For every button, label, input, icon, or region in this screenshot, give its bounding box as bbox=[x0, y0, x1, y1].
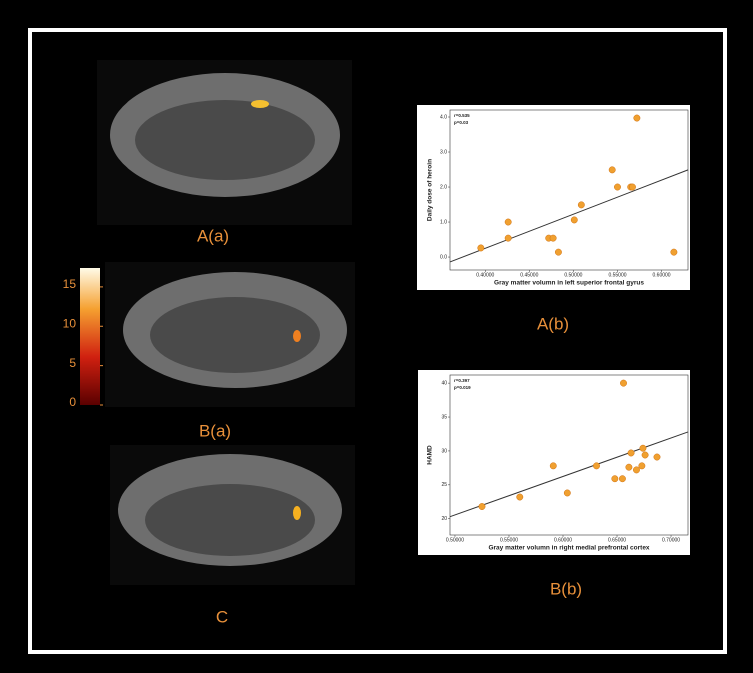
point bbox=[626, 464, 632, 470]
panel-label: B(b) bbox=[550, 579, 582, 598]
point bbox=[564, 490, 570, 496]
y-tick-label: 3.0 bbox=[440, 149, 447, 155]
y-tick-label: 1.0 bbox=[440, 219, 447, 225]
point bbox=[634, 115, 640, 121]
colorbar-tick-label: 5 bbox=[69, 356, 76, 370]
point bbox=[550, 235, 556, 241]
annotation: p=0.019 bbox=[454, 385, 471, 390]
x-axis-label: Gray matter volumn in left superior fron… bbox=[494, 280, 644, 287]
point bbox=[628, 450, 634, 456]
point bbox=[612, 476, 618, 482]
figure: A(a) B(a) C A(b) B(b) 0.40000 0.45000 0.50… bbox=[0, 0, 753, 673]
point bbox=[620, 380, 626, 386]
point bbox=[671, 249, 677, 255]
y-tick-label: 2.0 bbox=[440, 184, 447, 190]
point bbox=[550, 463, 556, 469]
plot-background bbox=[417, 105, 690, 290]
point bbox=[517, 494, 523, 500]
point bbox=[578, 202, 584, 208]
colorbar bbox=[80, 268, 100, 405]
point bbox=[593, 463, 599, 469]
y-tick-label: 0.0 bbox=[440, 254, 447, 260]
colorbar-tick-label: 10 bbox=[63, 316, 77, 330]
x-axis-label: Gray matter volumn in right medial prefr… bbox=[488, 545, 649, 552]
point bbox=[614, 184, 620, 190]
colorbar-tick-label: 0 bbox=[69, 395, 76, 409]
annotation: r=0.397 bbox=[454, 378, 470, 383]
y-tick-label: 20 bbox=[441, 516, 447, 522]
y-tick-label: 30 bbox=[441, 448, 447, 454]
panel-label: A(b) bbox=[537, 314, 569, 333]
y-axis-label: Daily dose of heroin bbox=[427, 159, 434, 221]
point bbox=[619, 476, 625, 482]
y-tick-label: 25 bbox=[441, 482, 447, 488]
colorbar-tick-label: 15 bbox=[63, 277, 77, 291]
x-tick-label: 0.50000 bbox=[564, 272, 582, 278]
panel-label: B(a) bbox=[199, 421, 231, 440]
x-tick-label: 0.55000 bbox=[608, 272, 626, 278]
y-axis-label: HAMD bbox=[427, 445, 434, 465]
point bbox=[629, 184, 635, 190]
annotation: r=0.535 bbox=[454, 113, 470, 118]
annotation: p=0.03 bbox=[454, 120, 469, 125]
point bbox=[505, 235, 511, 241]
y-tick-label: 40 bbox=[441, 380, 447, 386]
panel-label: A(a) bbox=[197, 226, 229, 245]
y-tick-label: 35 bbox=[441, 414, 447, 420]
point bbox=[479, 503, 485, 509]
x-tick-label: 0.65000 bbox=[608, 537, 626, 543]
point bbox=[640, 445, 646, 451]
panel-label: C bbox=[216, 607, 228, 626]
x-tick-label: 0.45000 bbox=[520, 272, 538, 278]
point bbox=[639, 463, 645, 469]
point bbox=[642, 452, 648, 458]
point bbox=[654, 454, 660, 460]
x-tick-label: 0.50000 bbox=[446, 537, 464, 543]
point bbox=[609, 167, 615, 173]
x-tick-label: 0.60000 bbox=[554, 537, 572, 543]
x-tick-label: 0.40000 bbox=[476, 272, 494, 278]
point bbox=[571, 217, 577, 223]
point bbox=[633, 467, 639, 473]
x-tick-label: 0.70000 bbox=[662, 537, 680, 543]
point bbox=[478, 245, 484, 251]
point bbox=[505, 219, 511, 225]
brain-images bbox=[97, 60, 355, 585]
point bbox=[555, 249, 561, 255]
x-tick-label: 0.60000 bbox=[653, 272, 671, 278]
y-tick-label: 4.0 bbox=[440, 114, 447, 120]
x-tick-label: 0.55000 bbox=[500, 537, 518, 543]
